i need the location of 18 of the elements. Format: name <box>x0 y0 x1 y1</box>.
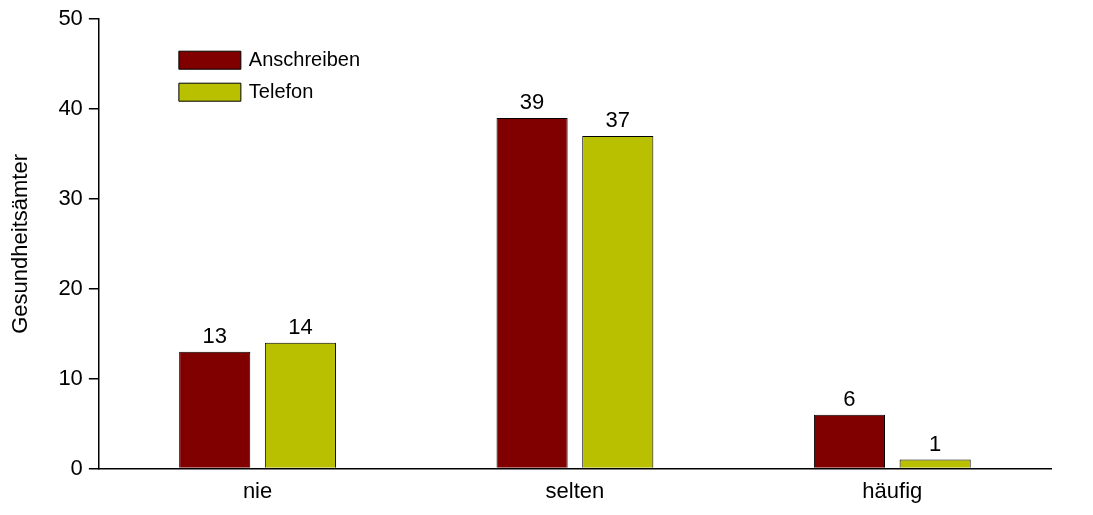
y-tick-label: 0 <box>70 454 83 480</box>
y-tick-label: 40 <box>58 95 83 121</box>
data-label: 39 <box>519 89 545 115</box>
y-tick-label: 30 <box>58 185 83 211</box>
x-tick-label: nie <box>242 477 273 503</box>
data-label: 14 <box>288 313 313 339</box>
data-label: 13 <box>202 322 227 348</box>
y-tick-label: 50 <box>58 5 83 31</box>
data-label: 6 <box>843 385 856 411</box>
y-tick-label: 10 <box>58 364 83 390</box>
y-tick-label: 20 <box>58 274 83 300</box>
legend-label: Anschreiben <box>248 47 361 70</box>
y-axis-title: Gesundheitsämter <box>7 154 33 334</box>
x-tick-label: selten <box>545 477 605 503</box>
data-label: 37 <box>605 107 631 133</box>
data-label: 1 <box>929 430 942 456</box>
legend-label: Telefon <box>248 79 314 102</box>
x-tick-label: häufig <box>862 477 923 503</box>
